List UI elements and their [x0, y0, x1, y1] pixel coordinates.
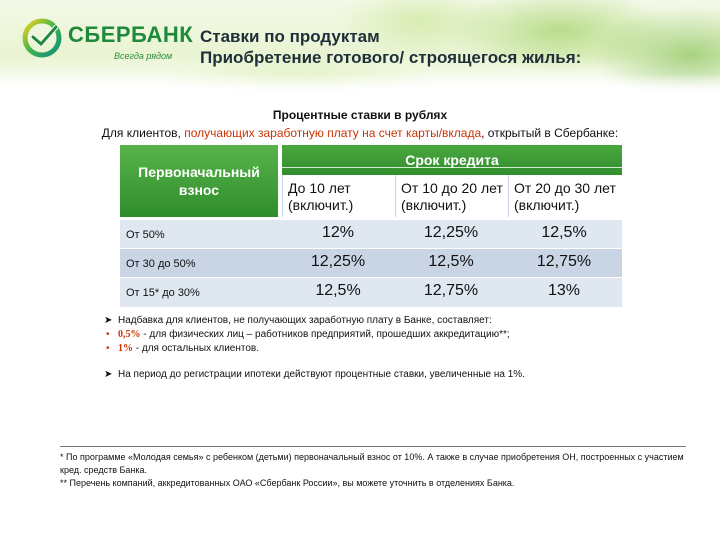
list-item: • 1% - для остальных клиентов. [104, 342, 664, 356]
notes-block: ➤ Надбавка для клиентов, не получающих з… [104, 314, 664, 382]
rate-cell: 12,5% [315, 282, 361, 299]
page-title: Ставки по продуктам Приобретение готовог… [200, 26, 581, 68]
table-row: От 30 до 50% 12,25% 12,5% 12,75% [120, 249, 622, 277]
header-loan-term: Срок кредита [282, 145, 622, 175]
intro-text-highlight: получающих заработную плату на счет карт… [184, 126, 482, 140]
logo-wordmark: СБЕРБАНК [68, 22, 194, 47]
spacer [104, 356, 664, 368]
arrow-bullet-icon: ➤ [104, 369, 113, 380]
page-title-line2: Приобретение готового/ строящегося жилья… [200, 48, 582, 67]
row-label: От 15* до 30% [126, 287, 200, 299]
sberbank-logo-icon [22, 18, 62, 58]
header-divider [282, 167, 622, 168]
logo-slogan: Всегда рядом [114, 51, 173, 61]
column-header-term-1: До 10 лет (включит.) [282, 175, 394, 217]
intro-text: Для клиентов, получающих заработную плат… [0, 126, 720, 140]
bullet-icon: • [106, 329, 110, 340]
rate-cell: 12,75% [423, 282, 479, 299]
footer-divider [60, 446, 686, 447]
surcharge-note: ➤ Надбавка для клиентов, не получающих з… [104, 314, 664, 328]
rate-cell: 12,75% [536, 253, 592, 270]
sberbank-logo: СБЕРБАНК Всегда рядом [22, 18, 194, 70]
header-band [0, 0, 720, 92]
intro-heading: Процентные ставки в рублях [272, 108, 448, 122]
row-label: От 50% [126, 229, 165, 241]
footnote-1: * По программе «Молодая семья» с ребенко… [60, 452, 684, 475]
rate-cell: 12% [321, 224, 355, 241]
registration-note-text: На период до регистрации ипотеки действу… [118, 369, 525, 380]
rates-table: Первоначальный взнос Срок кредита До 10 … [120, 145, 622, 307]
surcharge-text: - для остальных клиентов. [133, 343, 259, 354]
list-item: • 0,5% - для физических лиц – работников… [104, 328, 664, 342]
footnotes: * По программе «Молодая семья» с ребенко… [60, 451, 700, 490]
rate-cell: 13% [547, 282, 581, 299]
rate-cell: 12,25% [310, 253, 366, 270]
arrow-bullet-icon: ➤ [104, 315, 113, 326]
row-label: От 30 до 50% [126, 258, 196, 270]
rate-cell: 12,5% [541, 224, 587, 241]
surcharge-value: 1% [118, 343, 133, 354]
surcharge-text: - для физических лиц – работников предпр… [140, 329, 510, 340]
page-title-line1: Ставки по продуктам [200, 27, 380, 46]
header-down-payment: Первоначальный взнос [120, 145, 278, 217]
rate-cell: 12,25% [423, 224, 479, 241]
surcharge-value: 0,5% [118, 329, 141, 340]
table-row: От 50% 12% 12,25% 12,5% [120, 220, 622, 248]
intro-text-after: , открытый в Сбербанке: [481, 126, 619, 140]
column-header-term-3: От 20 до 30 лет (включит.) [508, 175, 622, 217]
intro-block: Процентные ставки в рублях Для клиентов,… [0, 108, 720, 140]
intro-text-before: Для клиентов, [101, 126, 185, 140]
table-row: От 15* до 30% 12,5% 12,75% 13% [120, 278, 622, 307]
rate-cell: 12,5% [428, 253, 474, 270]
bullet-icon: • [106, 343, 110, 354]
footnote-2: ** Перечень компаний, аккредитованных ОА… [60, 478, 515, 488]
column-header-term-2: От 10 до 20 лет (включит.) [395, 175, 507, 217]
registration-note: ➤ На период до регистрации ипотеки дейст… [104, 368, 664, 382]
surcharge-intro: Надбавка для клиентов, не получающих зар… [118, 315, 492, 326]
